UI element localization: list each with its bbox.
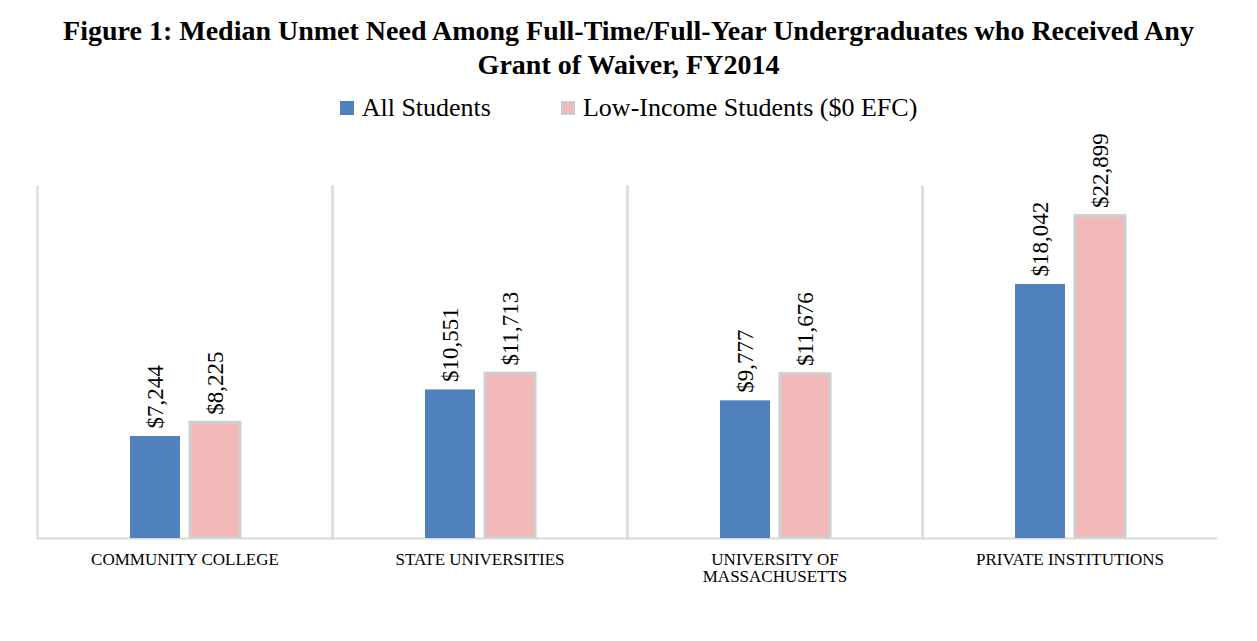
html-text:Figure 1: Median Unmet Need Am: Figure 1: Median Unmet Need Among Full-T… (63, 15, 1194, 80)
svg-text:UNIVERSITY OFMASSACHUSETTS: UNIVERSITY OFMASSACHUSETTS (703, 550, 848, 586)
svg-text:$7,244: $7,244 (143, 365, 168, 429)
svg-text:$22,899: $22,899 (1088, 133, 1113, 208)
svg-text:STATE UNIVERSITIES: STATE UNIVERSITIES (395, 550, 564, 569)
svg-text:PRIVATE INSTITUTIONS: PRIVATE INSTITUTIONS (976, 550, 1164, 569)
svg-text:$18,042: $18,042 (1028, 202, 1053, 277)
html-text:All Students: All Students (361, 93, 491, 122)
svg-text:COMMUNITY COLLEGE: COMMUNITY COLLEGE (91, 550, 279, 569)
svg-text:$8,225: $8,225 (203, 351, 228, 414)
svg-text:$10,551: $10,551 (438, 307, 463, 382)
svg-text:$9,777: $9,777 (733, 330, 758, 393)
html-text:Low-Income Students ($0 EFC): Low-Income Students ($0 EFC) (583, 93, 918, 122)
svg-text:$11,676: $11,676 (793, 292, 818, 366)
svg-text:$11,713: $11,713 (498, 292, 523, 366)
